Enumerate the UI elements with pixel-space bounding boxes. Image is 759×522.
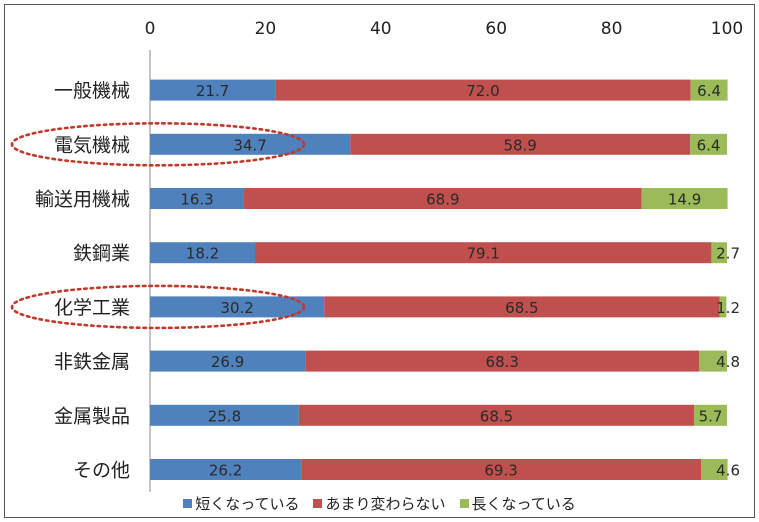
data-label: 69.3 (484, 462, 517, 480)
legend-swatch (183, 499, 193, 508)
bar-segment (150, 404, 299, 426)
data-label: 4.6 (716, 462, 740, 480)
data-label: 2.7 (716, 245, 740, 263)
highlight-ellipse (10, 284, 306, 330)
category-label: 金属製品 (54, 405, 130, 427)
data-label: 30.2 (220, 299, 253, 317)
data-label: 68.9 (426, 191, 459, 209)
bar-segment (694, 404, 727, 426)
chart-frame (4, 4, 755, 518)
bar-segment (244, 188, 642, 209)
bar-segment (690, 133, 727, 155)
bar-segment (690, 79, 728, 101)
category-label: 化学工業 (54, 297, 130, 319)
category-label: 鉄鋼業 (73, 243, 130, 265)
x-tick-label: 20 (255, 19, 277, 39)
data-label: 25.8 (208, 407, 241, 425)
data-label: 68.3 (486, 353, 519, 371)
data-label: 14.9 (668, 191, 701, 209)
bar-segment (301, 459, 702, 480)
legend-label: あまり変わらない (325, 495, 446, 513)
legend-swatch (313, 499, 323, 508)
legend-swatch (459, 499, 469, 508)
data-label: 4.8 (716, 353, 740, 371)
bar-segment (150, 242, 256, 264)
data-label: 58.9 (503, 136, 536, 154)
bar-segment (150, 296, 325, 318)
bar-segment (305, 350, 700, 372)
highlight-ellipse (10, 122, 306, 167)
data-label: 21.7 (196, 82, 229, 100)
x-tick-label: 40 (370, 19, 392, 39)
category-label: 一般機械 (54, 80, 130, 102)
data-label: 1.2 (716, 299, 740, 317)
legend-item: あまり変わらない (313, 493, 446, 514)
bar-segment (324, 296, 720, 318)
data-label: 26.2 (209, 462, 242, 480)
legend-label: 長くなっている (471, 495, 576, 513)
data-label: 6.4 (697, 82, 721, 100)
data-label: 68.5 (505, 299, 538, 317)
bar-segment (719, 296, 727, 318)
bar-segment (150, 350, 306, 372)
bar-segment (150, 459, 302, 480)
bar-segment (701, 459, 728, 480)
category-label: 輸送用機械 (35, 189, 130, 211)
data-label: 68.5 (480, 407, 513, 425)
chart-legend: 短くなっている あまり変わらない 長くなっている (0, 493, 759, 514)
data-label: 18.2 (186, 245, 219, 263)
data-label: 16.3 (180, 191, 213, 209)
x-tick-label: 60 (485, 19, 507, 39)
x-tick-label: 80 (601, 19, 623, 39)
bar-segment (699, 350, 727, 372)
bar-segment (711, 242, 727, 264)
legend-label: 短くなっている (195, 495, 300, 513)
bar-segment (350, 133, 691, 155)
legend-item: 短くなっている (183, 493, 299, 514)
data-label: 79.1 (467, 245, 500, 263)
data-label: 72.0 (466, 82, 499, 100)
bar-segment (150, 188, 245, 209)
data-label: 34.7 (233, 136, 266, 154)
x-tick-label: 0 (145, 19, 156, 39)
category-label: 電気機械 (54, 134, 130, 156)
legend-item: 長くなっている (459, 493, 576, 514)
category-label: 非鉄金属 (54, 351, 130, 373)
bar-segment (298, 404, 695, 426)
data-label: 26.9 (211, 353, 244, 371)
bar-segment (255, 242, 712, 264)
bar-segment (641, 188, 728, 209)
bar-segment (275, 79, 691, 101)
data-label: 5.7 (699, 407, 723, 425)
category-label: その他 (73, 460, 130, 482)
x-tick-label: 100 (711, 19, 743, 39)
data-label: 6.4 (697, 136, 721, 154)
bar-segment (150, 79, 276, 101)
